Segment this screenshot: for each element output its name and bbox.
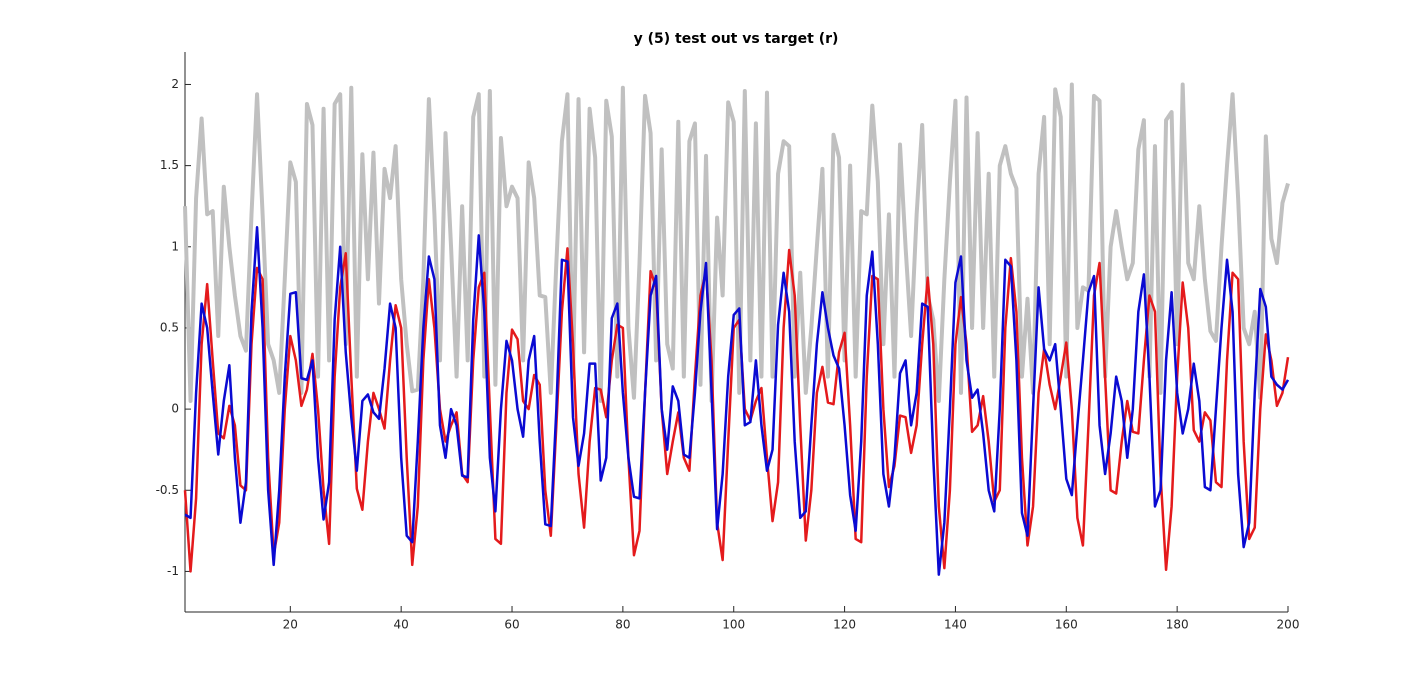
x-tick-label: 40 [394,618,409,632]
y-tick-label: -1 [167,564,179,578]
x-tick-label: 180 [1166,618,1189,632]
x-tick-label: 20 [283,618,298,632]
y-tick-label: 1 [171,239,179,253]
series-line [184,226,1290,576]
y-tick-label: -0.5 [156,483,179,497]
y-tick-label: 0 [171,402,179,416]
x-tick-label: 120 [833,618,856,632]
series-line [183,247,1290,573]
x-tick-label: 140 [944,618,967,632]
x-tick-label: 80 [615,618,630,632]
series-line [183,82,1290,403]
y-tick-label: 0.5 [160,320,179,334]
y-tick-label: 1.5 [160,158,179,172]
y-tick-label: 2 [171,77,179,91]
x-tick-label: 100 [722,618,745,632]
chart-title: y (5) test out vs target (r) [634,31,839,47]
x-tick-label: 200 [1277,618,1300,632]
x-tick-label: 160 [1055,618,1078,632]
x-tick-label: 60 [504,618,519,632]
